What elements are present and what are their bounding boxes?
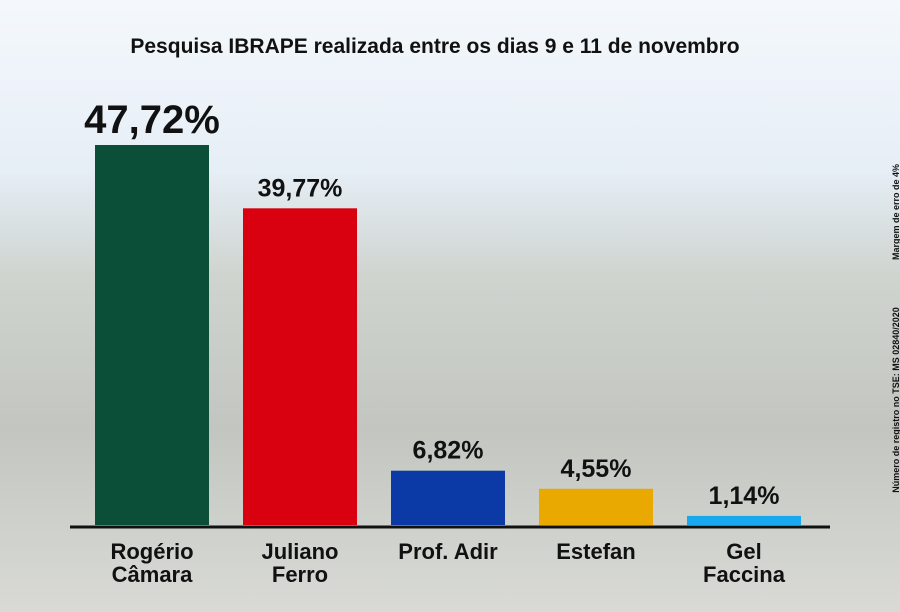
value-label: 6,82% [413,437,484,465]
annotation: Margem de erro de 4% [891,164,900,260]
annotation: Número de registro no TSE: MS 02840/2020 [891,307,900,493]
bar [391,470,505,525]
value-label: 39,77% [258,174,343,202]
x-tick-label: Estefan [556,539,636,564]
x-tick-label: Juliano Ferro [261,539,339,587]
bar [687,515,801,525]
x-tick-label: Rogério Câmara [110,539,194,587]
chart-title: Pesquisa IBRAPE realizada entre os dias … [130,35,739,58]
x-tick-label: Prof. Adir [398,539,498,564]
bar [243,208,357,525]
value-label: 4,55% [561,455,632,483]
value-label: 47,72% [84,98,220,142]
x-tick-label: Gel Faccina [703,539,785,587]
bar [539,488,653,525]
value-label: 1,14% [709,482,780,510]
bar [95,145,209,525]
